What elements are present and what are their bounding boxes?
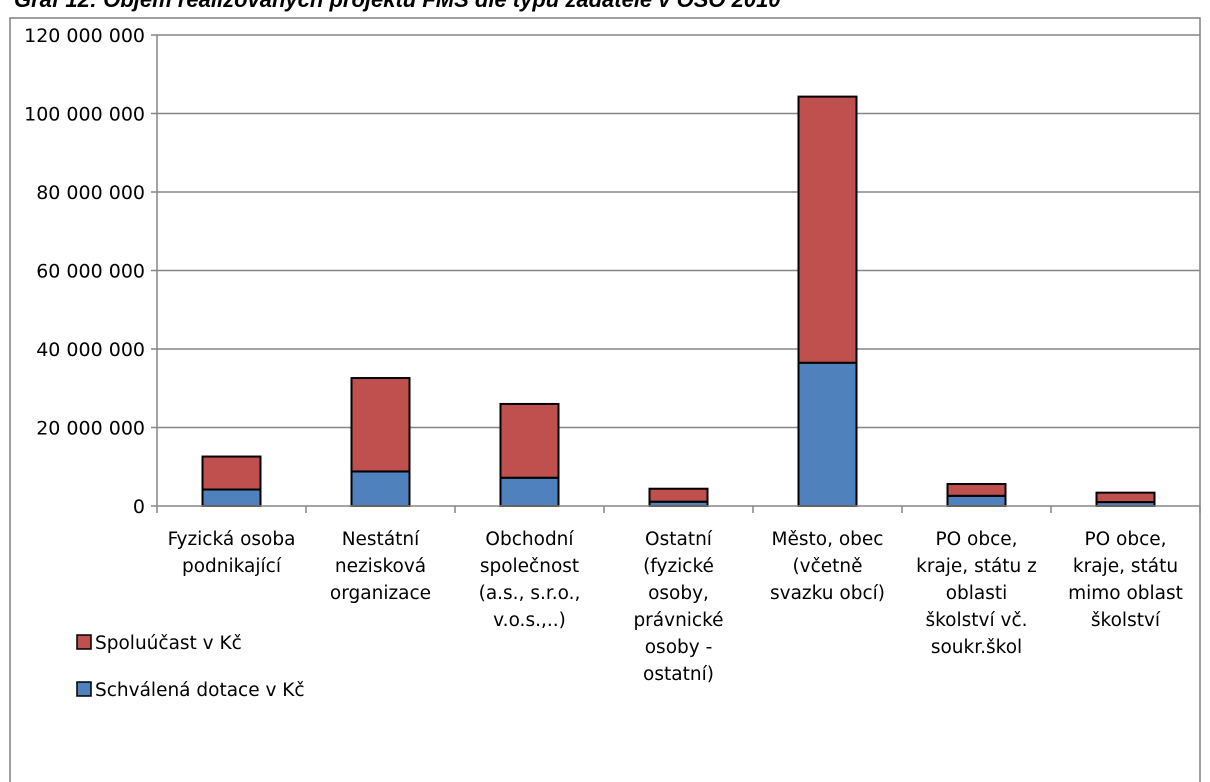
x-category-label: Město, obec (včetně svazku obcí) bbox=[770, 529, 885, 604]
y-tick-label: 120 000 000 bbox=[24, 25, 145, 47]
bar-segment-spoluucast bbox=[499, 402, 560, 479]
x-category-label: PO obce, kraje, státu mimo oblast školství bbox=[1068, 529, 1183, 631]
bar-segment-spoluucast bbox=[201, 455, 262, 491]
legend-swatch bbox=[76, 681, 92, 697]
bar-segment-dotace bbox=[946, 494, 1007, 508]
bar-segment-spoluucast bbox=[648, 487, 709, 503]
x-category-label: PO obce, kraje, státu z oblasti školství vč… bbox=[916, 529, 1037, 658]
y-axis: 0 20 000 000 40 000 000 60 000 000 80 000 00… bbox=[24, 25, 158, 518]
y-tick-label: 0 bbox=[133, 496, 145, 518]
y-tick-label: 60 000 000 bbox=[36, 261, 145, 283]
bar-segment-spoluucast bbox=[797, 95, 858, 364]
legend: Spoluúčast v Kč Schválená dotace v Kč bbox=[76, 633, 305, 701]
chart-title: Graf 12: Objem realizovaných projektů FM… bbox=[14, 0, 781, 13]
bar-segment-dotace bbox=[350, 470, 411, 507]
y-tick-label: 40 000 000 bbox=[36, 339, 145, 361]
chart-border bbox=[9, 17, 1201, 782]
x-category-label: Nestátní nezisková organizace bbox=[330, 529, 431, 604]
x-category-label: Ostatní (fyzické osoby, právnické osoby -ost… bbox=[633, 529, 723, 685]
y-tick-label: 20 000 000 bbox=[36, 418, 145, 440]
x-axis: Fyzická osoba podnikající Nestátní neziskov… bbox=[156, 505, 1201, 685]
x-category-label: Fyzická osoba podnikající bbox=[168, 529, 296, 577]
legend-label: Schválená dotace v Kč bbox=[95, 680, 305, 701]
x-category-label: Obchodní společnost (a.s., s.r.o., v.o.s.,.… bbox=[479, 529, 581, 631]
bar-segment-spoluucast bbox=[1095, 491, 1156, 504]
bar-segment-spoluucast bbox=[946, 483, 1007, 497]
bars bbox=[201, 95, 1156, 508]
bar-segment-dotace bbox=[797, 361, 858, 507]
gridlines bbox=[157, 34, 1200, 429]
bar-segment-dotace bbox=[499, 476, 560, 507]
bar-segment-dotace bbox=[201, 488, 262, 508]
y-tick-label: 80 000 000 bbox=[36, 182, 145, 204]
y-tick-label: 100 000 000 bbox=[24, 104, 145, 126]
legend-label: Spoluúčast v Kč bbox=[95, 633, 242, 654]
bar-segment-spoluucast bbox=[350, 377, 411, 473]
legend-swatch bbox=[76, 634, 92, 650]
